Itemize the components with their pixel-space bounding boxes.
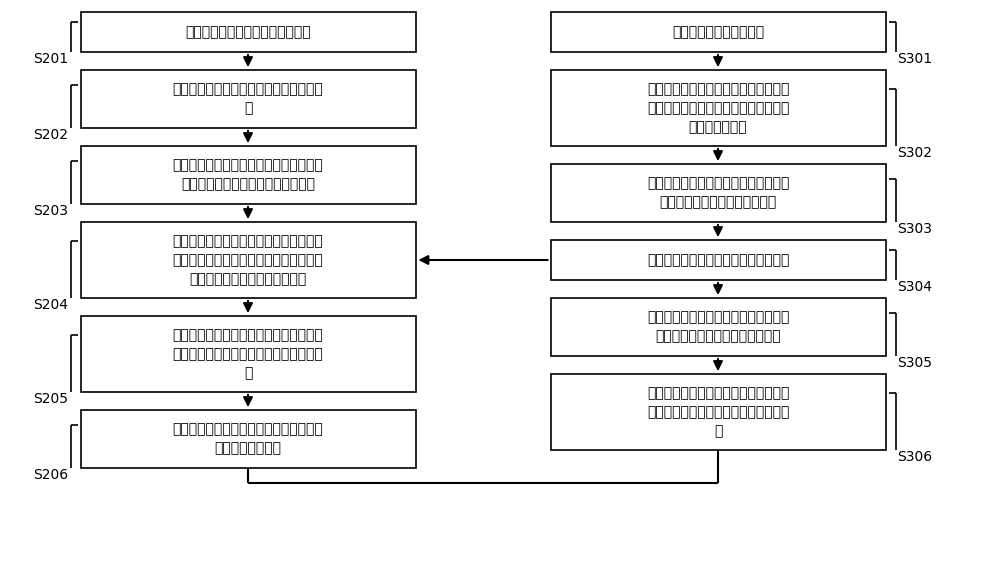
Text: 将包括电压放大倍数的调整指令发送至放: 将包括电压放大倍数的调整指令发送至放 bbox=[173, 422, 323, 436]
Text: S205: S205 bbox=[34, 392, 68, 406]
Bar bbox=[80, 146, 416, 204]
Text: 与参考电压下的振幅之间对应关系的数: 与参考电压下的振幅之间对应关系的数 bbox=[647, 405, 789, 419]
Text: S303: S303 bbox=[898, 222, 932, 236]
Text: S203: S203 bbox=[34, 204, 68, 218]
Bar bbox=[550, 374, 886, 450]
Bar bbox=[80, 70, 416, 128]
Text: 之间对应关系的位移模型，得到对应每一: 之间对应关系的位移模型，得到对应每一 bbox=[173, 253, 323, 267]
Text: S302: S302 bbox=[898, 146, 932, 160]
Text: S202: S202 bbox=[34, 128, 68, 142]
Text: S204: S204 bbox=[34, 298, 68, 312]
Text: S306: S306 bbox=[898, 450, 933, 464]
Text: 达的阻抗随频率变化的阻抗数据: 达的阻抗随频率变化的阻抗数据 bbox=[659, 196, 777, 210]
Text: 获取用于驱动线性马达的输入信号: 获取用于驱动线性马达的输入信号 bbox=[185, 25, 311, 39]
Text: 的总和不超过最大安全振幅的电压放大倍: 的总和不超过最大安全振幅的电压放大倍 bbox=[173, 347, 323, 361]
Text: 分析待分析信号在设定频率范围内的待处: 分析待分析信号在设定频率范围内的待处 bbox=[173, 158, 323, 172]
Text: 待处理频点的参考电压下的振幅: 待处理频点的参考电压下的振幅 bbox=[189, 272, 307, 286]
Bar bbox=[550, 70, 886, 146]
Text: S305: S305 bbox=[898, 356, 932, 370]
Text: 根据电压数据和电流数据，得到线性马: 根据电压数据和电流数据，得到线性马 bbox=[647, 176, 789, 190]
Text: 得到的电流数据: 得到的电流数据 bbox=[689, 120, 747, 134]
Bar bbox=[80, 316, 416, 392]
Text: 根据阻抗数据计算线性马达的物理参数: 根据阻抗数据计算线性马达的物理参数 bbox=[647, 253, 789, 267]
Text: 通过振幅数据修正位移模型中反映频率: 通过振幅数据修正位移模型中反映频率 bbox=[647, 386, 789, 400]
Text: S201: S201 bbox=[33, 52, 68, 66]
Text: 获取检测信号的电压随频率变化的电压: 获取检测信号的电压随频率变化的电压 bbox=[647, 82, 789, 96]
Text: 压下的振幅随频率变化的振幅数据: 压下的振幅随频率变化的振幅数据 bbox=[655, 329, 781, 344]
Bar bbox=[550, 298, 886, 356]
Bar bbox=[550, 240, 886, 280]
Bar bbox=[550, 12, 886, 52]
Bar bbox=[80, 222, 416, 298]
Text: 大器进行增益调整: 大器进行增益调整 bbox=[214, 442, 282, 455]
Text: 计算得到使得每一待处理频点对应的振幅: 计算得到使得每一待处理频点对应的振幅 bbox=[173, 328, 323, 342]
Text: 理频点和每一待处理频点对应的电压: 理频点和每一待处理频点对应的电压 bbox=[181, 178, 315, 192]
Text: 数据，及获取检测信号作用于线性马达: 数据，及获取检测信号作用于线性马达 bbox=[647, 101, 789, 115]
Bar bbox=[80, 410, 416, 468]
Text: 向线性马达输出检测信号: 向线性马达输出检测信号 bbox=[672, 25, 764, 39]
Text: S304: S304 bbox=[898, 280, 932, 294]
Text: 据: 据 bbox=[714, 424, 722, 438]
Text: S206: S206 bbox=[33, 468, 68, 482]
Text: 截取设定时间内的输入信号作为待分析信: 截取设定时间内的输入信号作为待分析信 bbox=[173, 82, 323, 96]
Text: S301: S301 bbox=[898, 52, 933, 66]
Text: 数: 数 bbox=[244, 366, 252, 380]
Text: 根据已知的反映频率与参考电压下的振幅: 根据已知的反映频率与参考电压下的振幅 bbox=[173, 234, 323, 248]
Text: 号: 号 bbox=[244, 101, 252, 116]
Bar bbox=[80, 12, 416, 52]
Text: 根据计算得到的物理参数，计算参考电: 根据计算得到的物理参数，计算参考电 bbox=[647, 310, 789, 324]
Bar bbox=[550, 164, 886, 222]
